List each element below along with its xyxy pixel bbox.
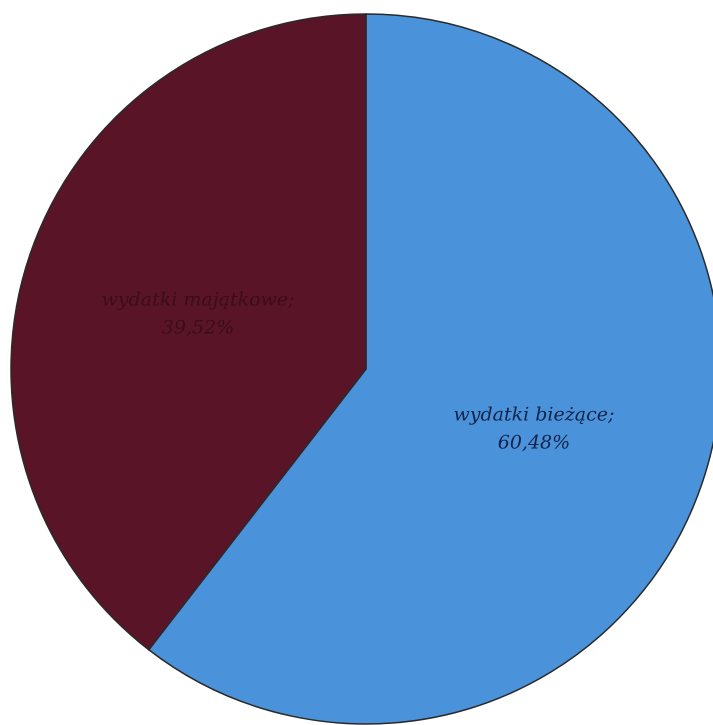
pie-label-value: 60,48% [498,431,570,453]
pie-label-wydatki-majatkowe: wydatki majątkowe; 39,52% [102,289,295,339]
pie-label-wydatki-biezace: wydatki bieżące; 60,48% [454,403,615,453]
pie-label-name: wydatki bieżące; [454,403,615,425]
pie-slice-wydatki-majatkowe [10,13,367,651]
labels-layer: wydatki bieżące; 60,48% wydatki majątkowe;… [102,289,615,454]
pie-slice-wydatki-biezace [147,13,713,725]
pie-label-value: 39,52% [162,317,234,339]
slices-layer [10,13,713,725]
pie-label-name: wydatki majątkowe; [102,289,295,311]
